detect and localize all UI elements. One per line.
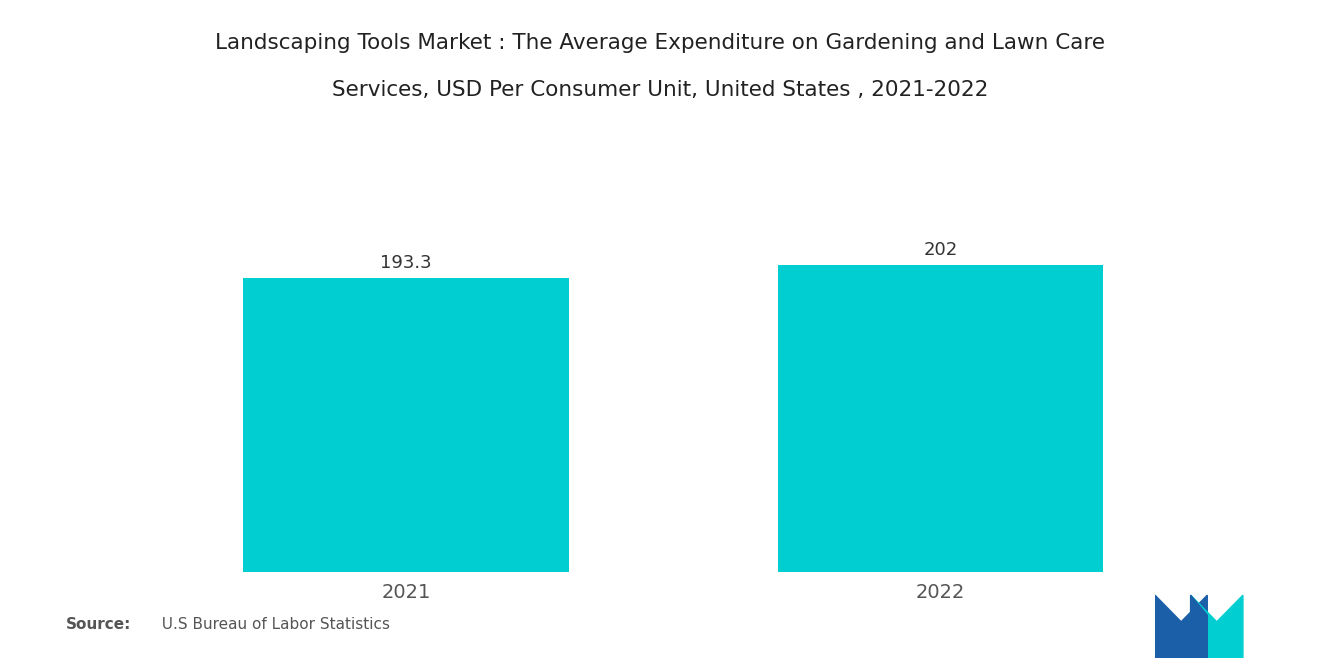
Text: 202: 202 [923,241,957,259]
Text: Landscaping Tools Market : The Average Expenditure on Gardening and Lawn Care: Landscaping Tools Market : The Average E… [215,33,1105,53]
Polygon shape [1191,595,1243,658]
Text: U.S Bureau of Labor Statistics: U.S Bureau of Labor Statistics [152,616,389,632]
Bar [243,278,569,572]
Text: Source:: Source: [66,616,132,632]
Polygon shape [1155,595,1208,658]
Text: 193.3: 193.3 [380,254,432,272]
Polygon shape [1191,595,1208,658]
Text: Services, USD Per Consumer Unit, United States , 2021-2022: Services, USD Per Consumer Unit, United … [331,80,989,100]
Bar [777,265,1104,572]
